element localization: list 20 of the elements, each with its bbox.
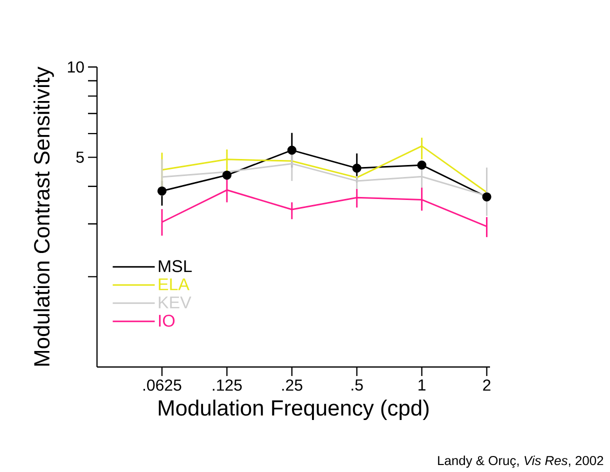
- point: [417, 160, 426, 170]
- y-tick-label: 5: [76, 152, 84, 163]
- x-tick-label: 1: [418, 380, 426, 390]
- x-tick-label: .125: [212, 380, 242, 391]
- point: [482, 192, 492, 202]
- point: [287, 146, 296, 155]
- x-tick-label: .5: [352, 380, 363, 391]
- x-tick-label: .0625: [143, 380, 182, 391]
- y-tick-label: 10: [68, 61, 84, 73]
- point: [157, 186, 167, 196]
- legend-label: ELA: [158, 278, 190, 290]
- x-tick-label: 2: [483, 380, 490, 391]
- point: [222, 170, 232, 180]
- legend-label: MSL: [158, 260, 192, 272]
- text: Landy & Oruç, Vis Res, 2002: [438, 456, 604, 468]
- y-axis-title: Modulation Contrast Sensitivity: [33, 66, 54, 366]
- x-axis-title: Modulation Frequency (cpd): [158, 400, 429, 420]
- legend-label: IO: [159, 314, 175, 327]
- point: [352, 164, 362, 173]
- x-tick-label: .25: [282, 380, 302, 391]
